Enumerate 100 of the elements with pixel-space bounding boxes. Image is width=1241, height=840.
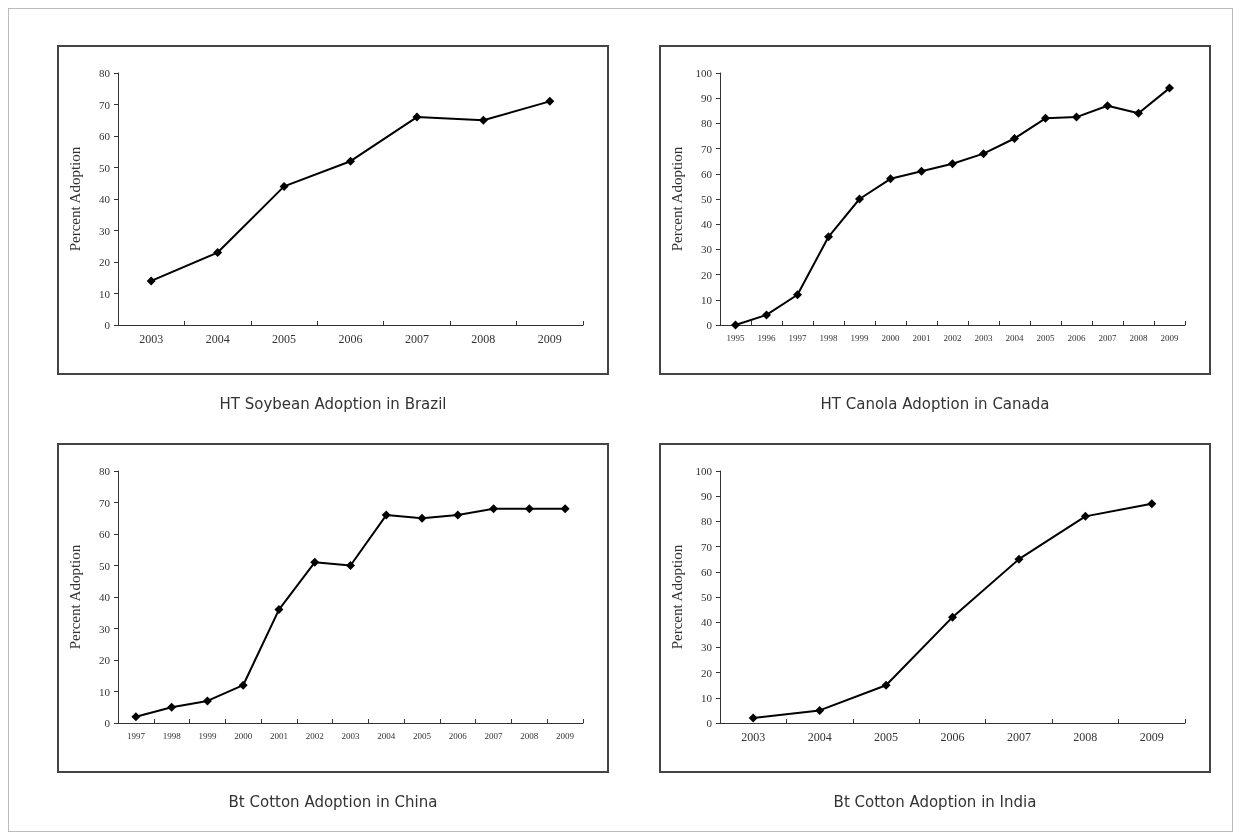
x-tick-label: 1998 bbox=[819, 332, 838, 343]
x-tick-label: 2008 bbox=[520, 730, 539, 741]
y-tick-label: 70 bbox=[701, 540, 713, 553]
point bbox=[202, 696, 212, 706]
point bbox=[1010, 134, 1019, 144]
point bbox=[560, 504, 570, 514]
x-tick-label: 2001 bbox=[912, 332, 931, 343]
point bbox=[1147, 499, 1157, 509]
y-tick-label: 80 bbox=[99, 465, 111, 477]
y-tick-label: 50 bbox=[99, 161, 111, 174]
x-tick-label: 2008 bbox=[471, 332, 496, 346]
y-tick-label: 20 bbox=[701, 666, 713, 679]
point bbox=[238, 680, 248, 690]
x-tick-label: 2009 bbox=[1139, 730, 1164, 744]
point bbox=[793, 290, 802, 300]
point bbox=[346, 156, 355, 166]
point bbox=[417, 513, 427, 523]
x-tick-label: 1997 bbox=[126, 730, 146, 741]
y-axis-title: Percent Adoption bbox=[668, 544, 685, 650]
y-tick-label: 100 bbox=[695, 465, 713, 477]
point bbox=[489, 504, 499, 514]
y-axis-title: Percent Adoption bbox=[66, 146, 83, 252]
point bbox=[1072, 112, 1081, 122]
x-tick-label: 2003 bbox=[341, 730, 360, 741]
y-tick-label: 30 bbox=[99, 622, 111, 635]
point bbox=[1014, 554, 1024, 564]
x-tick-label: 2007 bbox=[1006, 730, 1031, 744]
y-tick-label: 40 bbox=[99, 193, 111, 205]
point bbox=[948, 612, 957, 622]
x-tick-label: 2009 bbox=[556, 730, 575, 741]
text: HT Soybean Adoption in Brazil bbox=[218, 395, 448, 413]
point bbox=[855, 194, 864, 204]
x-tick-label: 2005 bbox=[874, 730, 899, 744]
x-tick-label: 1997 bbox=[788, 332, 807, 343]
point bbox=[146, 276, 156, 286]
point bbox=[545, 96, 555, 106]
y-tick-label: 60 bbox=[99, 528, 111, 540]
point bbox=[167, 702, 177, 712]
x-tick-label: 2006 bbox=[1067, 332, 1086, 343]
x-tick-label: 2004 bbox=[377, 730, 396, 741]
y-tick-label: 50 bbox=[99, 559, 111, 572]
point bbox=[1080, 511, 1090, 521]
y-tick-label: 30 bbox=[99, 224, 111, 237]
x-tick-label: 2002 bbox=[305, 730, 324, 741]
y-tick-label: 40 bbox=[99, 591, 111, 603]
point bbox=[881, 680, 891, 690]
x-tick-label: 2005 bbox=[413, 730, 432, 741]
point bbox=[310, 557, 320, 567]
y-tick-label: 40 bbox=[701, 616, 713, 629]
y-tick-label: 80 bbox=[701, 117, 713, 130]
y-tick-label: 70 bbox=[99, 98, 111, 111]
y-tick-label: 50 bbox=[701, 193, 713, 205]
x-tick-label: 2000 bbox=[234, 730, 253, 741]
point bbox=[412, 112, 422, 122]
x-tick-label: 1999 bbox=[198, 730, 217, 741]
y-axis-title: Percent Adoption bbox=[66, 544, 83, 650]
y-tick-label: 90 bbox=[701, 490, 713, 503]
y-tick-label: 80 bbox=[701, 515, 713, 528]
y-tick-label: 20 bbox=[701, 268, 713, 281]
point bbox=[1134, 108, 1143, 118]
y-tick-label: 0 bbox=[706, 717, 713, 729]
y-axis-title: Percent Adoption bbox=[668, 146, 685, 252]
y-tick-label: 0 bbox=[104, 319, 111, 331]
point bbox=[453, 510, 463, 520]
x-tick-label: 2005 bbox=[1036, 332, 1055, 343]
point bbox=[1103, 101, 1112, 111]
x-tick-label: 2007 bbox=[484, 730, 504, 741]
point bbox=[346, 561, 355, 570]
point bbox=[478, 115, 488, 125]
x-tick-label: 2006 bbox=[940, 730, 965, 744]
point bbox=[274, 605, 284, 615]
point bbox=[381, 510, 391, 520]
point bbox=[731, 320, 740, 330]
x-tick-label: 2008 bbox=[1129, 332, 1148, 343]
point bbox=[279, 181, 289, 191]
x-tick-label: 1996 bbox=[757, 332, 776, 343]
x-tick-label: 2003 bbox=[741, 730, 766, 744]
point bbox=[948, 159, 957, 169]
y-tick-label: 80 bbox=[99, 67, 111, 79]
x-tick-label: 2003 bbox=[974, 332, 993, 343]
y-tick-label: 40 bbox=[701, 218, 713, 231]
point bbox=[131, 712, 141, 722]
x-tick-label: 2007 bbox=[404, 332, 429, 346]
y-tick-label: 90 bbox=[701, 92, 713, 105]
x-tick-label: 2004 bbox=[807, 730, 832, 744]
x-tick-label: 2008 bbox=[1073, 730, 1098, 744]
x-tick-label: 2009 bbox=[1160, 332, 1179, 343]
y-tick-label: 100 bbox=[695, 67, 713, 79]
point bbox=[815, 705, 825, 715]
text: Bt Cotton Adoption in India bbox=[832, 793, 1038, 811]
x-tick-label: 2007 bbox=[1098, 332, 1117, 343]
y-tick-label: 20 bbox=[99, 256, 111, 268]
point bbox=[748, 713, 758, 723]
point bbox=[524, 504, 534, 514]
text: Bt Cotton Adoption in China bbox=[227, 793, 439, 811]
y-tick-label: 60 bbox=[99, 130, 111, 142]
text: HT Canola Adoption in Canada bbox=[819, 395, 1051, 413]
point bbox=[762, 310, 771, 320]
point bbox=[824, 232, 833, 242]
y-tick-label: 0 bbox=[104, 717, 111, 729]
